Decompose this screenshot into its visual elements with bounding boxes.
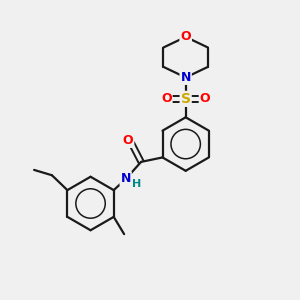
Text: S: S [181, 92, 191, 106]
Text: O: O [200, 92, 210, 105]
Text: H: H [132, 179, 142, 190]
Text: O: O [123, 134, 133, 147]
Text: O: O [161, 92, 172, 105]
Text: N: N [181, 71, 191, 84]
Text: N: N [121, 172, 131, 185]
Text: O: O [180, 30, 191, 44]
